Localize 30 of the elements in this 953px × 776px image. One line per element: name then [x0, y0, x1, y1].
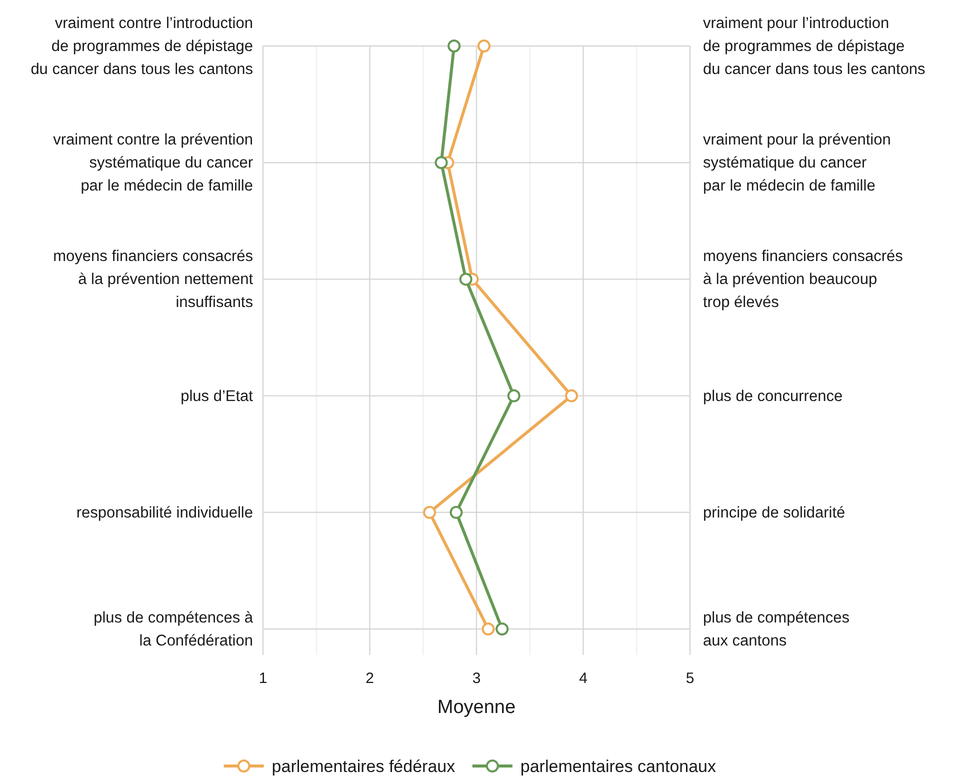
point: [507, 389, 520, 402]
legend-label: parlementaires fédéraux: [272, 757, 456, 776]
point: [496, 622, 509, 636]
y2-tick-label: moyens financiers consacrés à la prévention beaucoup trop élevés: [703, 248, 904, 312]
point: [477, 40, 490, 52]
y-tick-label: plus de compétences à la Confédération: [94, 610, 254, 650]
y2-tick-label: vraiment pour l’introduction de programmes de dépistage du cancer dans tous les cantons: [703, 15, 926, 78]
point: [565, 389, 578, 402]
point: [423, 506, 436, 519]
y2-tick-label: plus de compétences aux cantons: [703, 610, 850, 650]
y-tick-label: responsabilité individuelle: [76, 504, 253, 522]
legend-label: parlementaires cantonaux: [520, 757, 717, 776]
x-tick-label: 2: [366, 670, 374, 687]
x-tick-label: 4: [579, 670, 588, 687]
y-tick-label: vraiment contre l’introduction de programmes de dépistage du cancer dans tous les cantons: [30, 15, 254, 78]
point: [450, 506, 463, 519]
y2-tick-label: plus de concurrence: [703, 388, 843, 405]
y-tick-label: vraiment contre la prévention systématique du cancer par le médecin de famille: [53, 132, 253, 195]
x-tick-label: 3: [472, 670, 481, 687]
y-tick-label: plus d’Etat: [180, 388, 254, 405]
y2-tick-label: principe de solidarité: [703, 504, 846, 522]
point: [448, 40, 461, 52]
point: [482, 622, 495, 636]
point: [459, 272, 472, 286]
x-axis-title: Moyenne: [437, 697, 516, 718]
x-tick-label: 5: [686, 670, 694, 687]
x-tick-label: 1: [258, 670, 268, 687]
y2-tick-label: vraiment pour la prévention systématique du cancer par le médecin de famille: [703, 132, 891, 195]
point: [434, 156, 448, 170]
y-tick-label: moyens financiers consacrés à la prévention nettement insuffisants: [53, 248, 254, 312]
